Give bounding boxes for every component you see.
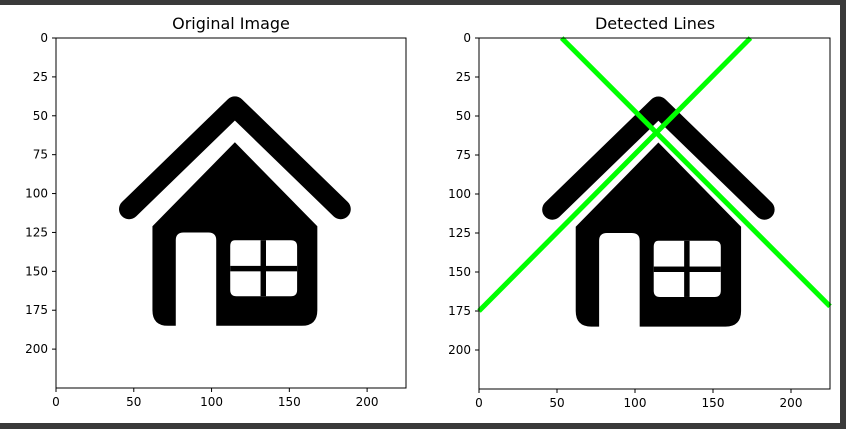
y-tick-label: 175: [448, 304, 471, 318]
x-tick-label: 100: [200, 395, 223, 409]
x-tick-label: 150: [702, 396, 725, 410]
y-tick-label: 150: [448, 265, 471, 279]
y-tick-label: 125: [25, 225, 48, 239]
panel-original-image: Original Image 0 50 100 150 200 0 25 50 75 100 12…: [25, 14, 407, 409]
y-tick-label: 0: [463, 31, 471, 45]
x-tick-label: 0: [52, 395, 60, 409]
x-tick-label: 0: [475, 396, 483, 410]
y-tick-label: 25: [33, 70, 48, 84]
house-icon: [129, 106, 341, 325]
y-tick-label: 125: [448, 226, 471, 240]
y-tick-label: 50: [33, 109, 48, 123]
lines-layer: [477, 36, 832, 313]
image-area: [129, 106, 341, 325]
y-tick-label: 200: [448, 343, 471, 357]
y-tick-label: 50: [456, 109, 471, 123]
x-tick-label: 100: [624, 396, 647, 410]
panel-detected-lines: Detected Lines 0 50 100 150 200 0 25 50 75 100 12…: [448, 14, 832, 410]
y-axis: 0 25 50 75 100 125 150 175 200: [448, 31, 479, 357]
image-area: [552, 107, 764, 327]
y-tick-label: 100: [448, 187, 471, 201]
detected-line-1: [477, 36, 753, 313]
axes-frame: [55, 37, 407, 389]
y-tick-label: 150: [25, 264, 48, 278]
panel-title: Detected Lines: [595, 14, 715, 33]
x-tick-label: 50: [126, 395, 141, 409]
y-tick-label: 200: [25, 342, 48, 356]
y-tick-label: 75: [456, 148, 471, 162]
x-axis: 0 50 100 150 200: [52, 388, 379, 409]
x-tick-label: 200: [356, 395, 379, 409]
y-tick-label: 75: [33, 148, 48, 162]
x-tick-label: 150: [278, 395, 301, 409]
axes-frame: [478, 37, 831, 390]
y-tick-label: 100: [25, 187, 48, 201]
window-top-strip: [0, 0, 846, 5]
y-tick-label: 0: [40, 31, 48, 45]
house-icon: [552, 107, 764, 327]
x-tick-label: 50: [549, 396, 564, 410]
y-axis: 0 25 50 75 100 125 150 175 200: [25, 31, 56, 356]
panel-title: Original Image: [172, 14, 290, 33]
y-tick-label: 25: [456, 70, 471, 84]
y-tick-label: 175: [25, 303, 48, 317]
x-axis: 0 50 100 150 200: [475, 389, 802, 410]
detected-line-2: [559, 36, 832, 309]
x-tick-label: 200: [780, 396, 803, 410]
